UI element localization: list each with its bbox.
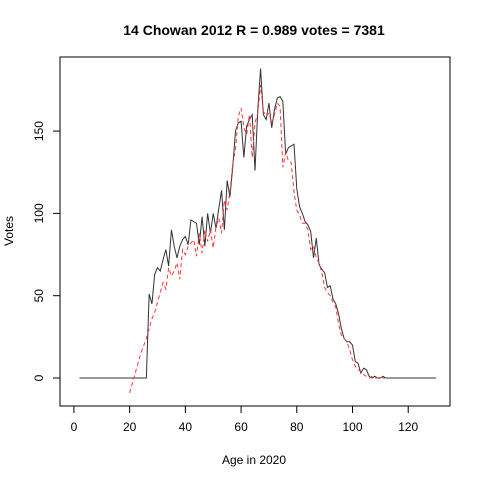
series-layer	[79, 68, 437, 393]
y-tick-label: 50	[32, 289, 46, 303]
y-tick-label: 100	[32, 203, 46, 223]
x-tick-label: 120	[398, 420, 418, 434]
x-tick-label: 60	[234, 420, 248, 434]
x-tick-label: 0	[71, 420, 78, 434]
chart-title: 14 Chowan 2012 R = 0.989 votes = 7381	[123, 22, 385, 38]
y-tick-label: 0	[32, 374, 46, 381]
y-tick-label: 150	[32, 121, 46, 141]
series-line-actual	[79, 68, 437, 379]
x-tick-label: 80	[290, 420, 304, 434]
x-axis: 0 20 40 60 80 100 120	[71, 406, 419, 434]
x-tick-label: 100	[342, 420, 362, 434]
x-tick-label: 20	[123, 420, 137, 434]
plot-frame	[59, 56, 451, 407]
x-tick-label: 40	[179, 420, 193, 434]
y-axis-label: Votes	[2, 216, 16, 246]
series-line-model	[129, 84, 389, 393]
y-axis: 0 50 100 150	[32, 121, 60, 381]
x-axis-label: Age in 2020	[222, 453, 286, 467]
